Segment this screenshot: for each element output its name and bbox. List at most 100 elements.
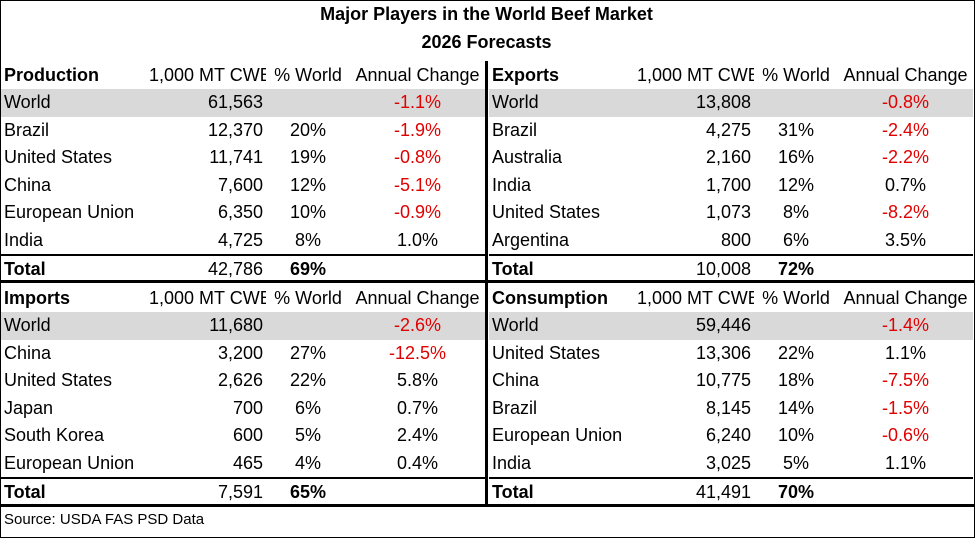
- chart-subtitle: 2026 Forecasts: [421, 32, 552, 52]
- volume-cell: 6,240: [705, 425, 751, 446]
- table-row: China 3,200 27% -12.5%: [1, 340, 485, 368]
- share-cell: [754, 312, 838, 340]
- share-cell: 20%: [289, 119, 327, 140]
- share-cell: 65%: [266, 477, 350, 507]
- world-row: World 11,680 -2.6%: [1, 312, 485, 340]
- vertical-divider: [485, 61, 488, 505]
- row-label: Total: [489, 254, 634, 284]
- row-label: Brazil: [492, 397, 538, 418]
- row-label: India: [492, 174, 532, 195]
- row-label: Argentina: [492, 229, 570, 250]
- panel-consumption: Consumption 1,000 MT CWE % World Annual Cha…: [489, 284, 973, 507]
- share-cell: [266, 89, 350, 117]
- row-label: China: [4, 342, 52, 363]
- row-label: South Korea: [4, 425, 105, 446]
- row-label: Brazil: [492, 119, 538, 140]
- change-cell: [350, 254, 485, 284]
- change-cell: -0.8%: [838, 89, 973, 117]
- data-table: Consumption 1,000 MT CWE % World Annual Cha…: [489, 284, 973, 507]
- share-cell: 5%: [294, 425, 321, 446]
- volume-cell: 1,700: [705, 174, 751, 195]
- share-cell: 72%: [754, 254, 838, 284]
- volume-cell: 3,025: [705, 452, 751, 473]
- table-row: Brazil 8,145 14% -1.5%: [489, 395, 973, 423]
- header-row: Production 1,000 MT CWE % World Annual Chan…: [1, 61, 485, 89]
- volume-cell: 3,200: [217, 342, 263, 363]
- change-cell: -2.2%: [881, 147, 930, 168]
- column-header-volume: 1,000 MT CWE: [637, 64, 754, 85]
- volume-cell: 465: [232, 452, 263, 473]
- volume-cell: 13,306: [695, 342, 751, 363]
- change-cell: -0.6%: [881, 425, 930, 446]
- volume-cell: 4,725: [217, 229, 263, 250]
- share-cell: 10%: [777, 425, 815, 446]
- volume-cell: 11,680: [146, 312, 266, 340]
- row-label: United States: [492, 202, 601, 223]
- row-label: European Union: [492, 425, 623, 446]
- column-header-volume: 1,000 MT CWE: [149, 287, 266, 308]
- row-label: European Union: [4, 202, 135, 223]
- volume-cell: 41,491: [634, 477, 754, 507]
- volume-cell: 11,741: [209, 147, 263, 168]
- change-cell: 5.8%: [396, 370, 439, 391]
- panel-heading: Consumption: [492, 287, 608, 308]
- change-cell: [838, 254, 973, 284]
- change-cell: -7.5%: [881, 370, 930, 391]
- share-cell: 10%: [289, 202, 327, 223]
- world-row: World 61,563 -1.1%: [1, 89, 485, 117]
- change-cell: 1.0%: [396, 229, 439, 250]
- volume-cell: 13,808: [634, 89, 754, 117]
- volume-cell: 12,370: [207, 119, 263, 140]
- share-cell: [266, 312, 350, 340]
- volume-cell: 7,591: [146, 477, 266, 507]
- row-label: China: [4, 174, 52, 195]
- data-table: Exports 1,000 MT CWE % World Annual Change W…: [489, 61, 973, 284]
- share-cell: 8%: [294, 229, 321, 250]
- change-cell: -1.1%: [350, 89, 485, 117]
- table-row: South Korea 600 5% 2.4%: [1, 422, 485, 450]
- row-label: World: [489, 312, 634, 340]
- panel-heading: Imports: [4, 287, 71, 308]
- table-row: Argentina 800 6% 3.5%: [489, 227, 973, 256]
- change-cell: 0.4%: [396, 452, 439, 473]
- total-row: Total 42,786 69%: [1, 254, 485, 284]
- change-cell: -2.6%: [350, 312, 485, 340]
- total-row: Total 41,491 70%: [489, 477, 973, 507]
- volume-cell: 7,600: [217, 174, 263, 195]
- panel-heading: Production: [4, 64, 99, 85]
- column-header-volume: 1,000 MT CWE: [637, 287, 754, 308]
- column-header-change: Annual Change: [843, 287, 968, 308]
- change-cell: -1.5%: [881, 397, 930, 418]
- row-label: Total: [1, 254, 146, 284]
- share-cell: 16%: [777, 147, 815, 168]
- data-table: Imports 1,000 MT CWE % World Annual Change W…: [1, 284, 485, 507]
- table-row: Brazil 12,370 20% -1.9%: [1, 117, 485, 145]
- table-row: European Union 6,240 10% -0.6%: [489, 422, 973, 450]
- change-cell: [350, 477, 485, 507]
- table-row: India 1,700 12% 0.7%: [489, 172, 973, 200]
- row-label: China: [492, 370, 540, 391]
- share-cell: 8%: [782, 202, 809, 223]
- table-row: Brazil 4,275 31% -2.4%: [489, 117, 973, 145]
- table-row: United States 13,306 22% 1.1%: [489, 340, 973, 368]
- row-label: World: [1, 312, 146, 340]
- volume-cell: 800: [720, 229, 751, 250]
- volume-cell: 2,626: [217, 370, 263, 391]
- share-cell: 6%: [294, 397, 321, 418]
- panel-exports: Exports 1,000 MT CWE % World Annual Change W…: [489, 61, 973, 284]
- share-cell: 12%: [777, 174, 815, 195]
- change-cell: -8.2%: [881, 202, 930, 223]
- share-cell: 12%: [289, 174, 327, 195]
- column-header-volume: 1,000 MT CWE: [149, 64, 266, 85]
- source-note: Source: USDA FAS PSD Data: [4, 511, 205, 528]
- share-cell: 27%: [289, 342, 327, 363]
- volume-cell: 59,446: [634, 312, 754, 340]
- table-row: China 7,600 12% -5.1%: [1, 172, 485, 200]
- panel-imports: Imports 1,000 MT CWE % World Annual Change W…: [1, 284, 485, 507]
- share-cell: 6%: [782, 229, 809, 250]
- table-row: Australia 2,160 16% -2.2%: [489, 144, 973, 172]
- volume-cell: 8,145: [705, 397, 751, 418]
- header-row: Exports 1,000 MT CWE % World Annual Change: [489, 61, 973, 89]
- world-row: World 59,446 -1.4%: [489, 312, 973, 340]
- row-label: World: [1, 89, 146, 117]
